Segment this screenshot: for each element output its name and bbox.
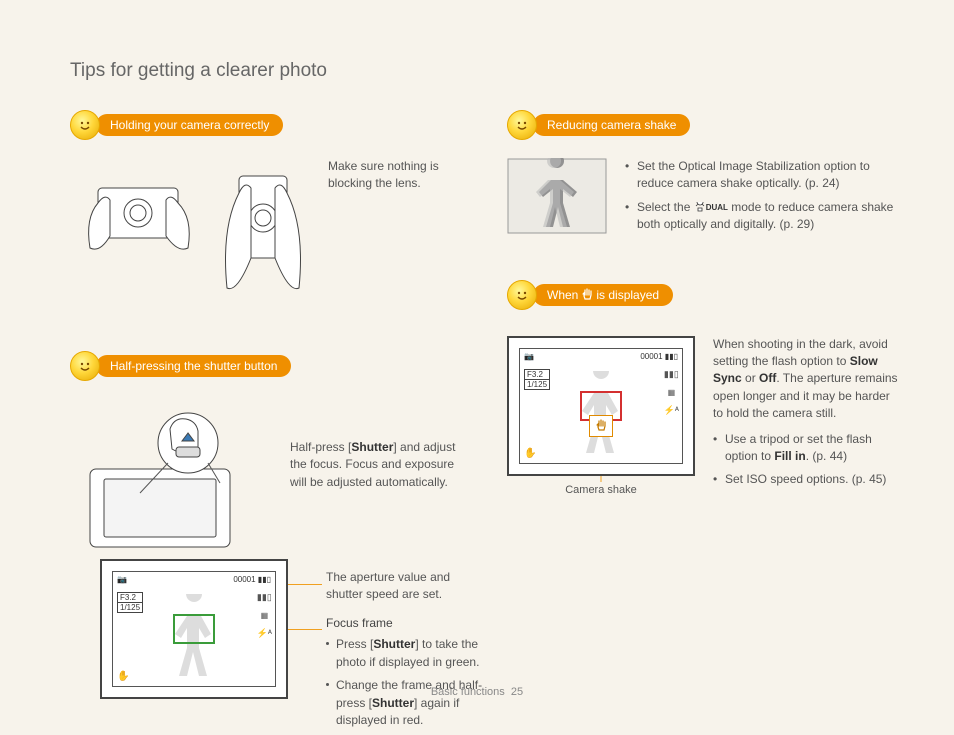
camera-screen-red: 📷 00001 ▮▮▯ F3.2 1/125 ▮▮▯ ▦ ⚡ᴬ xyxy=(507,336,695,476)
camera-screen-green: 📷 00001 ▮▮▯ F3.2 1/125 ▮▮▯ ▦ ⚡ᴬ xyxy=(100,559,288,699)
smiley-icon xyxy=(507,110,537,140)
page-title: Tips for getting a clearer photo xyxy=(70,60,904,82)
shake-icon: ✋ xyxy=(117,671,129,682)
section-reducing-pill: Reducing camera shake xyxy=(533,114,690,136)
when-text: When shooting in the dark, avoid setting… xyxy=(713,336,903,495)
camera-illustration xyxy=(70,409,270,562)
smiley-icon xyxy=(507,280,537,310)
ois-icon: ▦ xyxy=(261,611,269,620)
camera-mode-icon: 📷 xyxy=(117,575,127,584)
shake-indicator-box xyxy=(589,415,613,437)
shake-illustration xyxy=(507,158,607,237)
section-halfpress-header: Half-pressing the shutter button xyxy=(70,351,467,381)
smiley-icon xyxy=(70,110,100,140)
section-holding-header: Holding your camera correctly xyxy=(70,110,467,140)
aperture-text: The aperture value and shutter speed are… xyxy=(326,569,486,604)
section-halfpress-pill: Half-pressing the shutter button xyxy=(96,355,291,377)
ois-icon: ▦ xyxy=(668,388,676,397)
section-holding-pill: Holding your camera correctly xyxy=(96,114,283,136)
focus-frame-green xyxy=(173,614,215,644)
flash-icon: ⚡ᴬ xyxy=(257,628,272,639)
focus-frame-desc: Focus frame Press [Shutter] to take the … xyxy=(326,615,496,735)
flash-icon: ⚡ᴬ xyxy=(664,405,679,416)
camera-mode-icon: 📷 xyxy=(524,352,534,361)
camera-shake-caption: Camera shake xyxy=(507,484,695,496)
page-footer: Basic functions 25 xyxy=(0,686,954,698)
shake-icon: ✋ xyxy=(524,448,536,459)
smiley-icon xyxy=(70,351,100,381)
section-when-pill: When is displayed xyxy=(533,284,673,306)
section-when-header: When is displayed xyxy=(507,280,904,310)
holding-text: Make sure nothing is blocking the lens. xyxy=(328,158,467,193)
hand-icon xyxy=(580,288,594,302)
battery-icon: ▮▮▯ xyxy=(257,592,272,603)
reducing-text: Set the Optical Image Stabilization opti… xyxy=(625,158,904,240)
halfpress-text: Half-press [Shutter] and adjust the focu… xyxy=(290,439,470,491)
section-reducing-header: Reducing camera shake xyxy=(507,110,904,140)
battery-icon: ▮▮▯ xyxy=(664,369,679,380)
holding-illustration xyxy=(70,158,310,321)
when-screen-block: 📷 00001 ▮▮▯ F3.2 1/125 ▮▮▯ ▦ ⚡ᴬ xyxy=(507,336,695,488)
